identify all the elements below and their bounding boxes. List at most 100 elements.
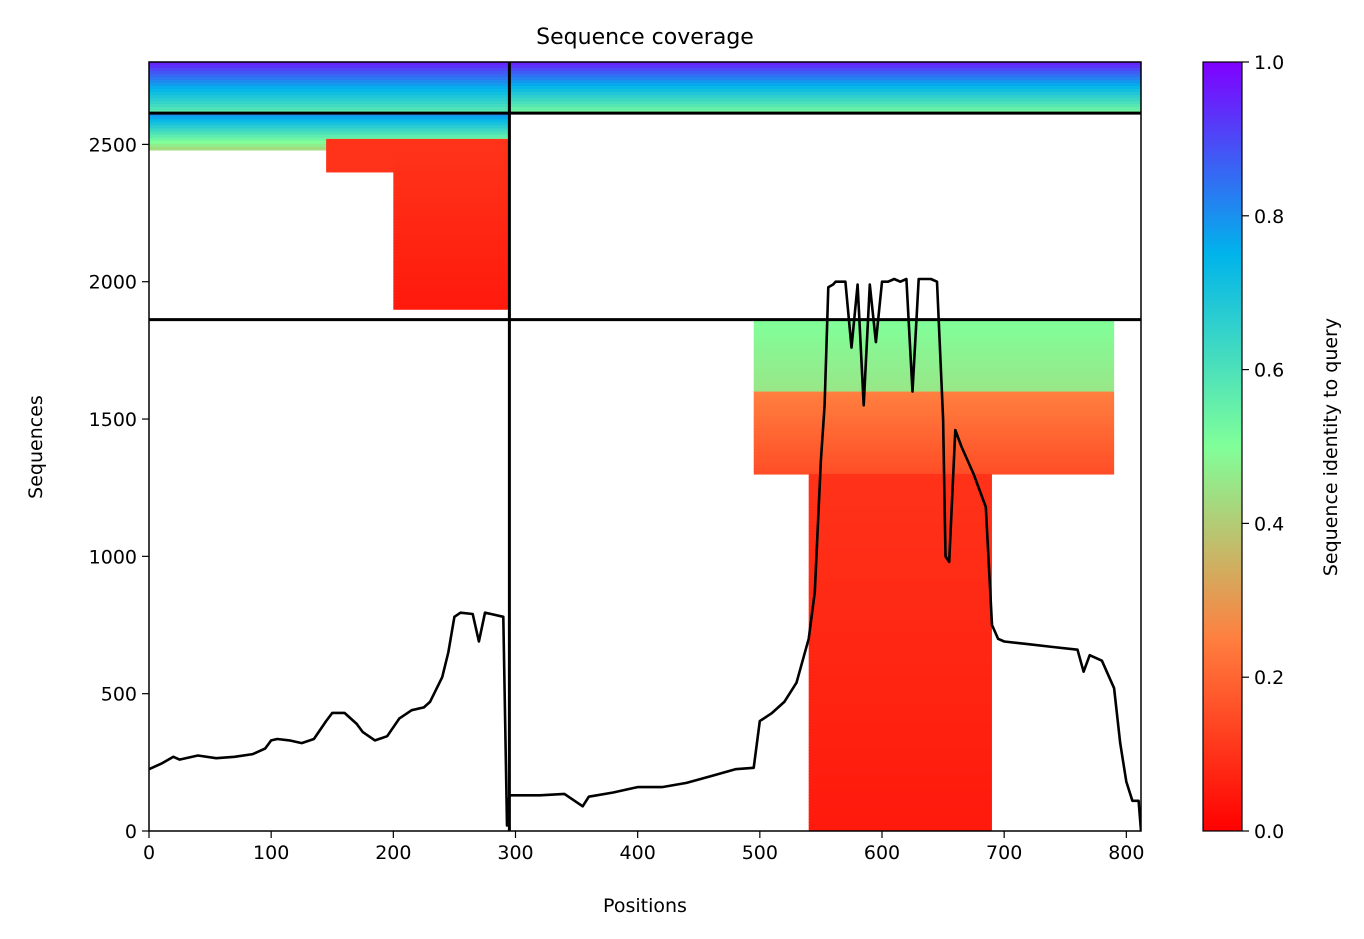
- coverage-band: [753, 443, 1115, 448]
- coverage-band: [808, 497, 992, 502]
- coverage-band: [393, 300, 510, 304]
- coverage-band: [808, 824, 992, 829]
- coverage-band: [393, 152, 510, 157]
- coverage-band: [808, 827, 992, 831]
- coverage-band: [393, 149, 510, 154]
- coverage-band: [808, 518, 992, 523]
- coverage-band: [808, 635, 992, 640]
- coverage-band: [808, 728, 992, 733]
- coverage-band: [808, 599, 992, 604]
- coverage-band: [393, 243, 510, 247]
- coverage-band: [808, 509, 992, 514]
- coverage-band: [393, 176, 510, 181]
- coverage-band: [393, 285, 510, 289]
- coverage-band: [753, 437, 1115, 441]
- coverage-band: [808, 578, 992, 583]
- coverage-band: [753, 355, 1115, 360]
- coverage-band: [808, 548, 992, 553]
- coverage-band: [753, 425, 1115, 429]
- coverage-band: [393, 219, 510, 223]
- x-tick-label: 300: [497, 842, 533, 864]
- coverage-band: [808, 560, 992, 565]
- coverage-band: [808, 485, 992, 490]
- coverage-band: [753, 409, 1115, 414]
- coverage-band: [753, 388, 1115, 393]
- coverage-band: [753, 412, 1115, 417]
- coverage-band: [808, 698, 992, 703]
- coverage-band: [808, 647, 992, 652]
- coverage-band: [808, 515, 992, 520]
- coverage-band: [808, 746, 992, 751]
- coverage-band: [393, 264, 510, 268]
- x-tick-label: 800: [1108, 842, 1144, 864]
- coverage-band: [393, 303, 510, 307]
- coverage-band: [393, 216, 510, 220]
- coverage-band: [753, 364, 1115, 369]
- coverage-band: [808, 620, 992, 625]
- coverage-band: [808, 767, 992, 772]
- coverage-band: [393, 197, 510, 202]
- coverage-band: [509, 65, 1141, 69]
- coverage-band: [753, 391, 1115, 396]
- coverage-band: [808, 629, 992, 634]
- colorbar-tick-label: 0.6: [1254, 360, 1284, 382]
- coverage-band: [808, 650, 992, 655]
- coverage-band: [149, 119, 510, 123]
- coverage-band: [808, 782, 992, 787]
- coverage-band: [753, 467, 1115, 472]
- coverage-band: [808, 473, 992, 478]
- coverage-band: [808, 482, 992, 487]
- colorbar-ticks: 0.0 0.2 0.4 0.6 0.8 1.0: [1242, 52, 1284, 843]
- coverage-band: [149, 134, 510, 139]
- coverage-band: [808, 788, 992, 793]
- coverage-band: [149, 116, 510, 120]
- coverage-band: [149, 68, 510, 72]
- coverage-band: [393, 267, 510, 271]
- coverage-band: [149, 95, 510, 99]
- coverage-band: [509, 89, 1141, 93]
- coverage-band: [808, 545, 992, 550]
- coverage-band: [808, 506, 992, 511]
- coverage-band: [149, 104, 510, 108]
- coverage-band: [753, 334, 1115, 339]
- coverage-band: [393, 258, 510, 262]
- coverage-band: [808, 494, 992, 499]
- coverage-band: [149, 131, 510, 136]
- coverage-band: [808, 536, 992, 541]
- coverage-band: [808, 704, 992, 709]
- coverage-band: [753, 382, 1115, 387]
- coverage-band: [808, 590, 992, 595]
- coverage-band: [753, 328, 1115, 333]
- coverage-band: [808, 524, 992, 529]
- coverage-band: [753, 428, 1115, 432]
- coverage-line-layer: [149, 277, 1141, 831]
- coverage-band: [509, 80, 1141, 84]
- coverage-block: [753, 319, 1115, 393]
- coverage-band: [808, 815, 992, 820]
- coverage-band: [808, 686, 992, 691]
- coverage-band: [149, 86, 510, 90]
- coverage-band: [808, 491, 992, 496]
- coverage-band: [393, 191, 510, 196]
- coverage-band: [808, 653, 992, 658]
- coverage-band: [509, 107, 1141, 111]
- coverage-block: [509, 62, 1141, 114]
- coverage-band: [808, 623, 992, 628]
- plot-frame: [148, 61, 1142, 832]
- coverage-band: [393, 291, 510, 295]
- coverage-band: [808, 743, 992, 748]
- x-tick-label: 600: [864, 842, 900, 864]
- coverage-band: [808, 758, 992, 763]
- coverage-band: [753, 440, 1115, 445]
- coverage-band: [393, 294, 510, 298]
- coverage-band: [509, 68, 1141, 72]
- coverage-band: [393, 222, 510, 226]
- coverage-band: [753, 337, 1115, 342]
- coverage-band: [808, 695, 992, 700]
- coverage-band: [808, 638, 992, 643]
- coverage-band: [808, 632, 992, 637]
- coverage-band: [808, 572, 992, 577]
- coverage-band: [808, 755, 992, 760]
- coverage-band: [393, 270, 510, 274]
